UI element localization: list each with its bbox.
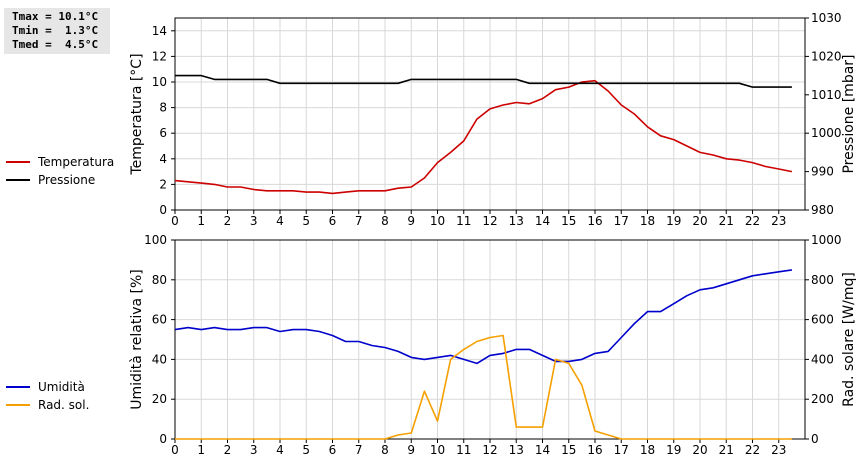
panel1-y2-tick-label: 1000: [811, 126, 842, 140]
panel2-x-tick-label: 2: [224, 443, 232, 457]
stat-tmax: Tmax = 10.1°C: [12, 10, 99, 23]
panel1-x-tick-label: 18: [640, 214, 655, 228]
panel2-y-tick-label: 80: [152, 273, 167, 287]
panel2-y2-tick-label: 0: [811, 432, 819, 446]
panel1-x-tick-label: 7: [355, 214, 363, 228]
panel2-y-tick-label: 100: [144, 233, 167, 247]
panel2-series-line-2: [175, 334, 792, 440]
panel1-y2-axis-title: Pressione [mbar]: [841, 54, 857, 173]
panel2-y2-tick-label: 200: [811, 392, 834, 406]
panel2-legend-label-1: Umidità: [38, 380, 85, 394]
panel1-x-tick-label: 23: [771, 214, 786, 228]
panel1-y2-tick-label: 1030: [811, 11, 842, 25]
panel1-x-tick-label: 16: [587, 214, 602, 228]
panel2-y-tick-label: 20: [152, 392, 167, 406]
panel2-y2-tick-label: 800: [811, 273, 834, 287]
panel1-y-tick-label: 10: [152, 75, 167, 89]
stats-box: Tmax = 10.1°C Tmin = 1.3°C Tmed = 4.5°C: [4, 8, 110, 54]
panel2-x-tick-label: 15: [561, 443, 576, 457]
panel2-x-tick-label: 21: [719, 443, 734, 457]
panel1-y-tick-label: 2: [159, 177, 167, 191]
panel1-x-tick-label: 4: [276, 214, 284, 228]
panel2-y2-tick-label: 1000: [811, 233, 842, 247]
panel2-y2-tick-label: 400: [811, 352, 834, 366]
panel1-y-tick-label: 12: [152, 49, 167, 63]
panel2-x-tick-label: 5: [302, 443, 310, 457]
panel1-x-tick-label: 2: [224, 214, 232, 228]
panel1-x-tick-label: 8: [381, 214, 389, 228]
panel1-y2-tick-label: 980: [811, 203, 834, 217]
panel2-x-tick-label: 12: [482, 443, 497, 457]
panel2-y-axis-title: Umidità relativa [%]: [129, 269, 145, 410]
panel2-x-tick-label: 14: [535, 443, 550, 457]
panel1-x-tick-label: 9: [407, 214, 415, 228]
panel2-x-tick-label: 0: [171, 443, 179, 457]
panel2-x-tick-label: 8: [381, 443, 389, 457]
panel1-x-tick-label: 17: [614, 214, 629, 228]
panel2-x-tick-label: 23: [771, 443, 786, 457]
panel1-x-tick-label: 10: [430, 214, 445, 228]
panel2-y-tick-label: 40: [152, 352, 167, 366]
panel1-x-tick-label: 0: [171, 214, 179, 228]
panel1-x-tick-label: 13: [509, 214, 524, 228]
panel1-legend-label-1: Temperatura: [37, 155, 114, 169]
panel1-x-tick-label: 19: [666, 214, 681, 228]
panel2-x-tick-label: 19: [666, 443, 681, 457]
panel2-legend-label-2: Rad. sol.: [38, 398, 89, 412]
panel1-y-tick-label: 6: [159, 126, 167, 140]
panel1-y-tick-label: 14: [152, 24, 167, 38]
panel1-y-tick-label: 8: [159, 101, 167, 115]
stat-tmin: Tmin = 1.3°C: [12, 24, 99, 37]
panel1-y2-tick-label: 1020: [811, 49, 842, 63]
panel1-x-tick-label: 3: [250, 214, 258, 228]
panel2-x-tick-label: 17: [614, 443, 629, 457]
panel2-x-tick-label: 18: [640, 443, 655, 457]
panel2-series-line-1: [174, 269, 793, 365]
panel1-series-line-2: [175, 74, 792, 88]
panel1-y-tick-label: 4: [159, 152, 167, 166]
panel1-y-axis-title: Temperatura [°C]: [129, 53, 145, 175]
panel1-y-tick-label: 0: [159, 203, 167, 217]
panel1-x-tick-label: 1: [197, 214, 205, 228]
panel1-x-tick-label: 12: [482, 214, 497, 228]
panel2-y-tick-label: 0: [159, 432, 167, 446]
panel1-x-tick-label: 20: [692, 214, 707, 228]
panel1-y2-tick-label: 1010: [811, 88, 842, 102]
panel2-x-tick-label: 13: [509, 443, 524, 457]
panel2-x-tick-label: 4: [276, 443, 284, 457]
panel2-x-tick-label: 3: [250, 443, 258, 457]
panel2-x-tick-label: 11: [456, 443, 471, 457]
panel2-x-tick-label: 10: [430, 443, 445, 457]
panel1-x-tick-label: 22: [745, 214, 760, 228]
panel1-legend-label-2: Pressione: [38, 173, 95, 187]
panel2-x-tick-label: 20: [692, 443, 707, 457]
panel1-x-tick-label: 6: [329, 214, 337, 228]
panel1-x-tick-label: 21: [719, 214, 734, 228]
panel2-x-tick-label: 1: [197, 443, 205, 457]
panel2-x-tick-label: 7: [355, 443, 363, 457]
panel1-x-tick-label: 15: [561, 214, 576, 228]
panel2-y2-axis-title: Rad. solare [W/mq]: [841, 272, 857, 407]
stat-tmed: Tmed = 4.5°C: [12, 38, 99, 51]
panel1-x-tick-label: 14: [535, 214, 550, 228]
panel2-x-tick-label: 9: [407, 443, 415, 457]
panel2-x-tick-label: 22: [745, 443, 760, 457]
panel1-x-tick-label: 11: [456, 214, 471, 228]
panel2-x-tick-label: 6: [329, 443, 337, 457]
panel1-y2-tick-label: 990: [811, 165, 834, 179]
panel2-y2-tick-label: 600: [811, 313, 834, 327]
panel2-y-tick-label: 60: [152, 313, 167, 327]
panel1-series-line-1: [174, 79, 793, 195]
panel1-x-tick-label: 5: [302, 214, 310, 228]
panel2-x-tick-label: 16: [587, 443, 602, 457]
